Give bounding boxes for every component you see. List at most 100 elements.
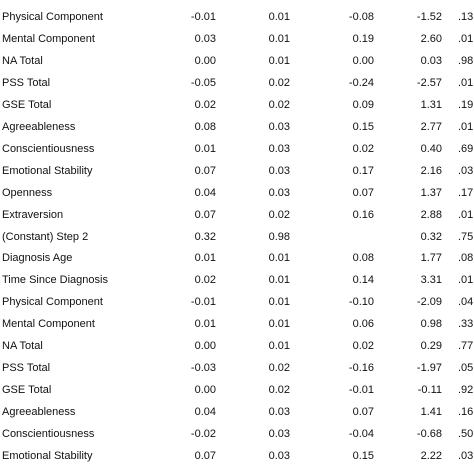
cell-value: .01 bbox=[458, 274, 474, 287]
cell-value: .33 bbox=[458, 318, 474, 331]
cell-value: 0.06 bbox=[352, 318, 374, 331]
row-label: Diagnosis Age bbox=[2, 252, 73, 265]
cell-value: 0.00 bbox=[194, 340, 216, 353]
cell-value: .03 bbox=[458, 450, 474, 462]
cell-value: 0.01 bbox=[268, 11, 290, 23]
cell-value: 0.98 bbox=[268, 230, 290, 243]
row-label: Physical Component bbox=[2, 11, 103, 23]
cell-value: 0.02 bbox=[268, 76, 290, 89]
cell-value: -0.01 bbox=[348, 384, 374, 397]
cell-value: 0.32 bbox=[420, 230, 442, 243]
cell-value: .92 bbox=[458, 384, 474, 397]
row-label: Agreeableness bbox=[2, 406, 76, 419]
cell-value: 0.03 bbox=[268, 120, 290, 133]
cell-value: 0.02 bbox=[268, 384, 290, 397]
cell-value: -0.10 bbox=[348, 296, 374, 309]
cell-value: 0.07 bbox=[352, 406, 374, 419]
cell-value: 2.60 bbox=[420, 32, 442, 45]
cell-value: .69 bbox=[458, 142, 474, 155]
cell-value: 1.41 bbox=[420, 406, 442, 419]
row-label: PSS Total bbox=[2, 76, 51, 89]
cell-value: 0.00 bbox=[194, 54, 216, 67]
cell-value: -0.05 bbox=[190, 76, 216, 89]
cell-value: -0.02 bbox=[190, 428, 216, 441]
cell-value: .03 bbox=[458, 164, 474, 177]
cell-value: 0.15 bbox=[352, 120, 374, 133]
cell-value: 0.01 bbox=[268, 54, 290, 67]
cell-value: 0.09 bbox=[352, 98, 374, 111]
cell-value: 0.02 bbox=[268, 208, 290, 221]
cell-value: -0.68 bbox=[416, 428, 442, 441]
row-label: Openness bbox=[2, 186, 53, 199]
cell-value: 3.31 bbox=[420, 274, 442, 287]
cell-value: 0.02 bbox=[352, 340, 374, 353]
cell-value: .05 bbox=[458, 362, 474, 375]
cell-value: 0.07 bbox=[352, 186, 374, 199]
cell-value: .77 bbox=[458, 340, 474, 353]
cell-value: .01 bbox=[458, 208, 474, 221]
cell-value: .08 bbox=[458, 252, 474, 265]
cell-value: 0.02 bbox=[194, 98, 216, 111]
row-label: (Constant) Step 2 bbox=[2, 230, 89, 243]
cell-value: 0.02 bbox=[194, 274, 216, 287]
cell-value: 0.01 bbox=[268, 274, 290, 287]
cell-value: 0.01 bbox=[194, 142, 216, 155]
cell-value: 0.01 bbox=[194, 252, 216, 265]
cell-value: 0.01 bbox=[194, 318, 216, 331]
cell-value: 0.32 bbox=[194, 230, 216, 243]
cell-value: 0.07 bbox=[194, 450, 216, 462]
cell-value: 0.00 bbox=[194, 384, 216, 397]
cell-value: 0.15 bbox=[352, 450, 374, 462]
cell-value: 0.04 bbox=[194, 406, 216, 419]
cell-value: .01 bbox=[458, 76, 474, 89]
cell-value: 0.19 bbox=[352, 32, 374, 45]
cell-value: -1.97 bbox=[416, 362, 442, 375]
cell-value: .50 bbox=[458, 428, 474, 441]
row-label: Time Since Diagnosis bbox=[2, 274, 108, 287]
cell-value: -0.04 bbox=[348, 428, 374, 441]
cell-value: 0.04 bbox=[194, 186, 216, 199]
cell-value: -2.09 bbox=[416, 296, 442, 309]
cell-value: 0.03 bbox=[268, 406, 290, 419]
row-label: PSS Total bbox=[2, 362, 51, 375]
cell-value: .13 bbox=[458, 11, 474, 23]
cell-value: 0.03 bbox=[268, 428, 290, 441]
cell-value: .75 bbox=[458, 230, 474, 243]
cell-value: 0.01 bbox=[268, 318, 290, 331]
row-label: Mental Component bbox=[2, 318, 95, 331]
cell-value: 1.37 bbox=[420, 186, 442, 199]
cell-value: 0.03 bbox=[420, 54, 442, 67]
cell-value: -0.01 bbox=[190, 296, 216, 309]
cell-value: 0.14 bbox=[352, 274, 374, 287]
cell-value: 0.98 bbox=[420, 318, 442, 331]
cell-value: 0.03 bbox=[194, 32, 216, 45]
cell-value: 0.01 bbox=[268, 252, 290, 265]
cell-value: -1.52 bbox=[416, 11, 442, 23]
cell-value: 0.07 bbox=[194, 208, 216, 221]
cell-value: 0.40 bbox=[420, 142, 442, 155]
cell-value: 0.02 bbox=[268, 98, 290, 111]
row-label: Agreeableness bbox=[2, 120, 76, 133]
cell-value: 2.88 bbox=[420, 208, 442, 221]
cell-value: -0.11 bbox=[417, 384, 442, 397]
cell-value: 0.02 bbox=[268, 362, 290, 375]
cell-value: 0.08 bbox=[352, 252, 374, 265]
cell-value: 0.16 bbox=[352, 208, 374, 221]
cell-value: 1.77 bbox=[420, 252, 442, 265]
cell-value: .98 bbox=[458, 54, 474, 67]
cell-value: 0.17 bbox=[352, 164, 374, 177]
cell-value: 1.31 bbox=[420, 98, 442, 111]
cell-value: 0.02 bbox=[352, 142, 374, 155]
cell-value: 0.29 bbox=[420, 340, 442, 353]
row-label: Extraversion bbox=[2, 208, 64, 221]
cell-value: .01 bbox=[458, 32, 474, 45]
row-label: Conscientiousness bbox=[2, 428, 95, 441]
row-label: NA Total bbox=[2, 54, 43, 67]
cell-value: .16 bbox=[458, 406, 474, 419]
cell-value: 2.77 bbox=[420, 120, 442, 133]
cell-value: -0.08 bbox=[348, 11, 374, 23]
cell-value: 0.08 bbox=[194, 120, 216, 133]
row-label: Emotional Stability bbox=[2, 450, 93, 462]
cell-value: 2.16 bbox=[420, 164, 442, 177]
